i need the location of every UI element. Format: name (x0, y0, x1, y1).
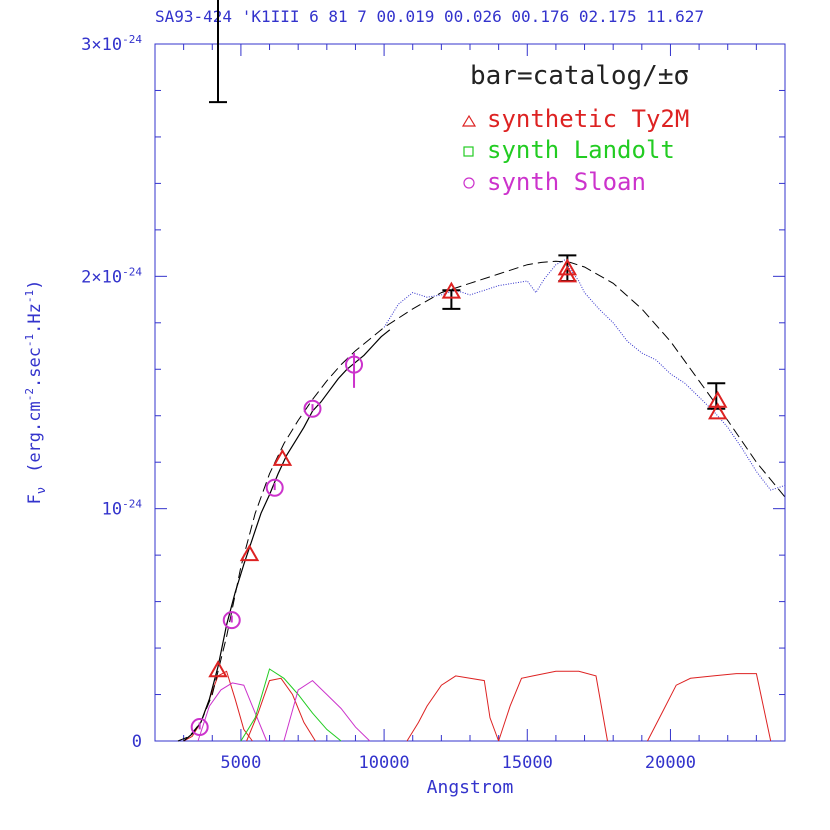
x-tick-label: 20000 (645, 753, 696, 773)
y-tick-labels: 0 10-24 2×10-24 3×10-24 (81, 33, 142, 752)
legend-circle-marker (463, 177, 475, 189)
x-tick-label: 5000 (220, 753, 261, 773)
filter-curve-g (197, 682, 268, 742)
sloan-circle-marker (222, 611, 241, 630)
synthetic-markers (190, 258, 728, 737)
y-tick-label: 0 (132, 732, 142, 752)
y-axis-label-exp2: -1 (23, 334, 36, 347)
y-axis-label-exp3: -1 (23, 290, 36, 303)
svg-text:Fν(erg.cm-2.sec-1.Hz-1): Fν(erg.cm-2.sec-1.Hz-1) (23, 280, 48, 505)
ty2m-triangle-marker (239, 544, 260, 562)
y-axis-label-units-post: .Hz (25, 303, 45, 334)
filter-curve-K (647, 673, 772, 742)
legend: bar=catalog/±σ synthetic Ty2M synth Land… (461, 61, 689, 196)
y-axis-label-units-pre: (erg.cm (25, 401, 45, 473)
ty2m-triangle-marker (272, 448, 293, 466)
y-axis-label-exp1: -2 (23, 388, 36, 401)
model-dashed-curve (177, 260, 786, 742)
y-axis-label: Fν(erg.cm-2.sec-1.Hz-1) (23, 280, 48, 505)
plot-area (154, 0, 786, 742)
filter-curves (183, 668, 772, 742)
sloan-circle-marker (303, 399, 322, 418)
y-tick-label: 3×10-24 (81, 33, 142, 55)
ty2m-triangle-marker (208, 660, 228, 678)
legend-label-ty2m: synthetic Ty2M (487, 105, 689, 133)
y-axis-label-nu: ν (34, 487, 48, 494)
legend-triangle-marker (461, 114, 477, 127)
filter-curve-i (283, 679, 371, 742)
x-axis-label: Angstrom (427, 777, 514, 798)
ty2m-triangle-marker (707, 402, 728, 420)
legend-label-sloan: synth Sloan (487, 168, 646, 196)
filter-curve-V (240, 668, 342, 742)
legend-entry-sloan: synth Sloan (463, 168, 646, 196)
y-axis-label-units-mid: .sec (25, 347, 45, 388)
filter-curve-R (246, 677, 316, 742)
spectra (177, 259, 786, 742)
filter-curve-H (498, 670, 608, 742)
sloan-circle-marker (345, 355, 364, 374)
y-tick-label: 2×10-24 (81, 265, 142, 287)
filter-curve-J (406, 675, 500, 742)
x-tick-label: 15000 (502, 753, 553, 773)
spectrum-dotted-line (383, 259, 786, 491)
y-tick-label: 10-24 (102, 498, 143, 520)
legend-entry-landolt: synth Landolt (463, 136, 675, 164)
y-axis-label-close: ) (25, 280, 45, 290)
ty2m-triangle-marker (557, 258, 578, 276)
x-tick-labels: 5000 10000 15000 20000 (220, 753, 696, 773)
ty2m-triangle-marker (707, 390, 728, 408)
ty2m-triangle-marker (557, 265, 578, 283)
legend-label-landolt: synth Landolt (487, 136, 675, 164)
spectrum-optical-line (183, 329, 391, 742)
x-tick-label: 10000 (358, 753, 409, 773)
legend-square-marker (463, 146, 474, 157)
sloan-circle-marker (190, 718, 209, 737)
sloan-circle-marker (265, 478, 284, 497)
axis-ticks (155, 44, 785, 741)
legend-title: bar=catalog/±σ (470, 61, 689, 91)
legend-entry-ty2m: synthetic Ty2M (461, 105, 689, 133)
chart-header: SA93-424 'K1III 6 81 7 00.019 00.026 00.… (155, 7, 704, 26)
y-axis-label-f: F (25, 494, 45, 504)
plot-frame (154, 43, 786, 742)
ty2m-triangle-marker (441, 281, 462, 299)
